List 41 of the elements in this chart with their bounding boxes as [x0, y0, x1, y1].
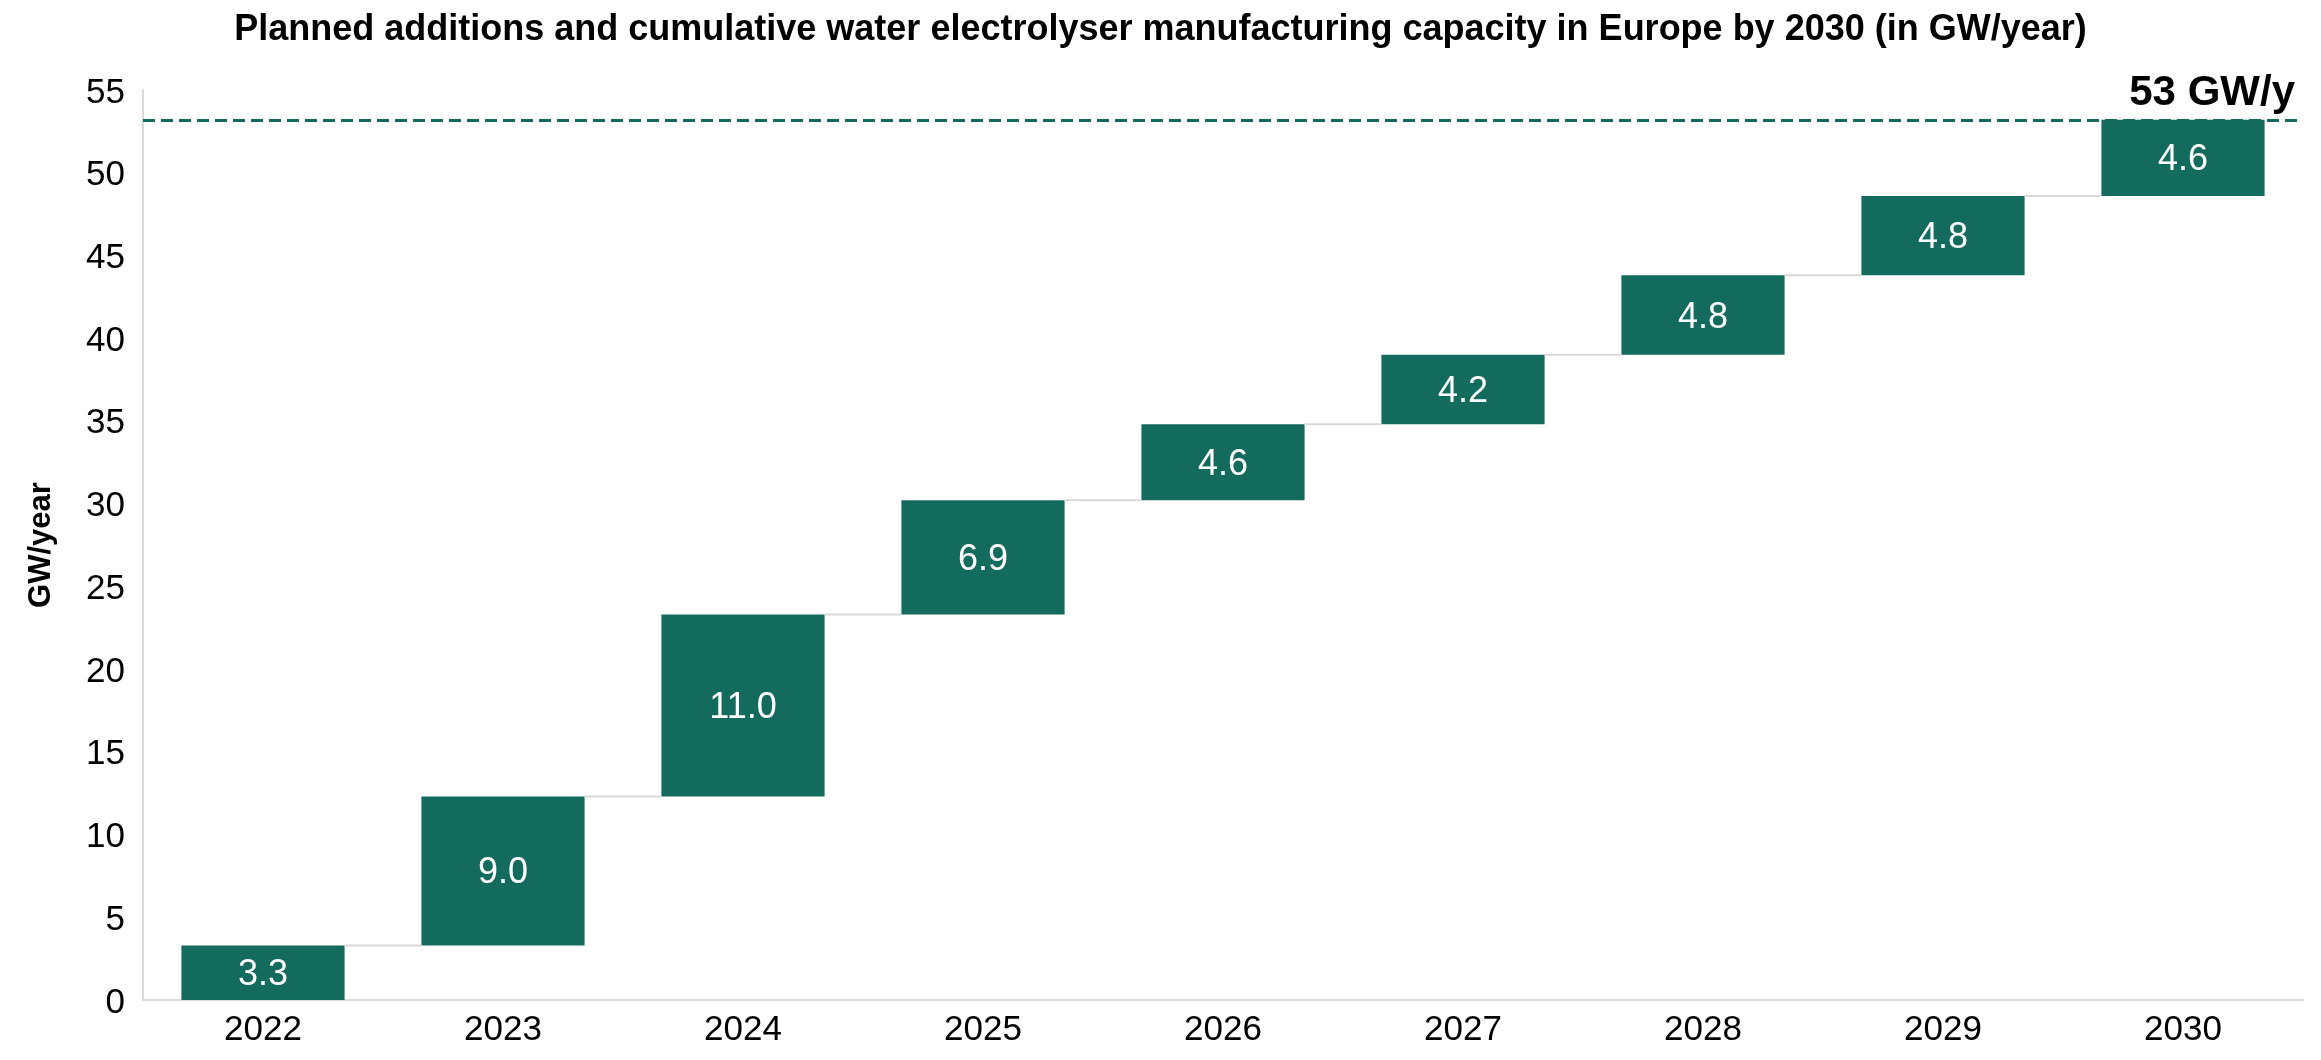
bar [1621, 275, 1785, 355]
x-tick-label: 2025 [944, 1008, 1022, 1047]
y-tick-label: 35 [86, 401, 125, 441]
data-label: 6.9 [957, 536, 1009, 578]
data-label: 4.8 [1677, 294, 1729, 336]
x-tick-label: 2030 [2144, 1008, 2222, 1047]
y-tick-label: 10 [86, 815, 125, 855]
bar [1381, 354, 1545, 425]
y-tick-label: 25 [86, 566, 125, 606]
bar [1141, 424, 1305, 501]
data-label: 4.2 [1437, 368, 1489, 410]
x-tick-label: 2023 [464, 1008, 542, 1047]
y-tick-label: 50 [86, 153, 125, 193]
y-tick-label: 0 [105, 980, 125, 1020]
bar [181, 945, 345, 1000]
data-label: 4.8 [1917, 215, 1969, 257]
y-tick-label: 40 [86, 318, 125, 358]
data-label: 11.0 [709, 684, 777, 726]
y-tick-label: 15 [86, 732, 125, 772]
chart-title: Planned additions and cumulative water electrolyser manufacturing capacity in Europe by 2030 (in GW/year) [234, 6, 2087, 48]
data-label: 3.3 [237, 952, 289, 994]
bar [901, 500, 1065, 615]
x-tick-label: 2028 [1664, 1008, 1742, 1047]
y-tick-label: 20 [86, 649, 125, 689]
y-axis-title: GW/year [22, 482, 57, 608]
x-tick-label: 2029 [1904, 1008, 1982, 1047]
y-tick-label: 5 [105, 897, 125, 937]
data-label: 4.6 [1197, 441, 1249, 483]
x-tick-label: 2027 [1424, 1008, 1502, 1047]
ref-line-label: 53 GW/y [2129, 67, 2296, 115]
bar [1861, 195, 2025, 276]
data-label: 4.6 [2157, 137, 2209, 179]
data-label: 9.0 [477, 850, 529, 892]
x-tick-label: 2022 [224, 1008, 302, 1047]
bar [421, 796, 585, 946]
y-tick-label: 30 [86, 484, 125, 524]
x-tick-label: 2026 [1184, 1008, 1262, 1047]
y-tick-label: 55 [86, 70, 125, 110]
y-tick-label: 45 [86, 235, 125, 275]
bar [661, 614, 825, 797]
x-tick-label: 2024 [704, 1008, 782, 1047]
